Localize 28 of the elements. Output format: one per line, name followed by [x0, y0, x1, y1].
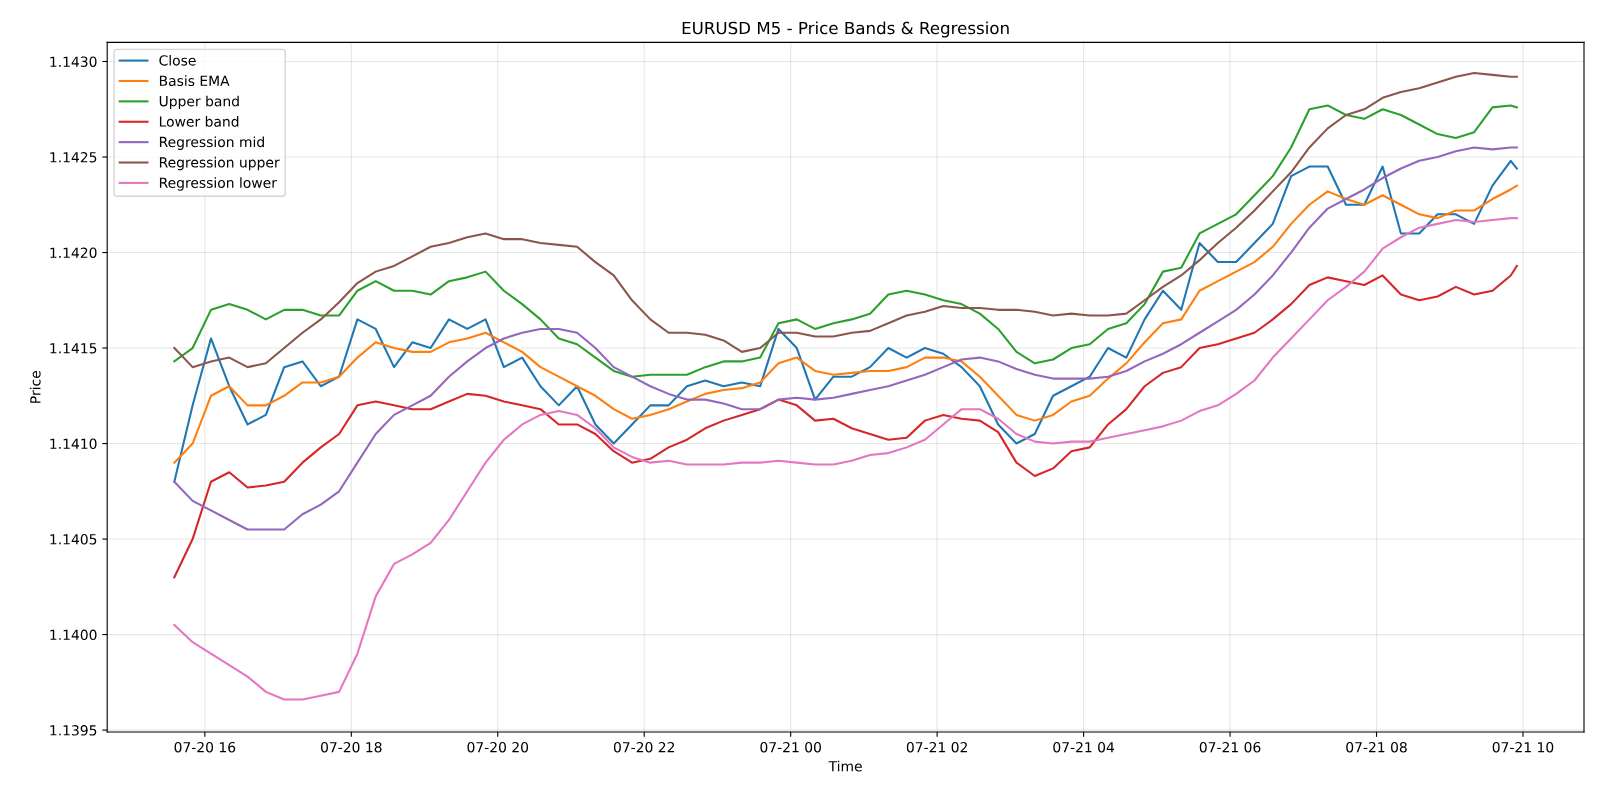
- legend-label: Close: [159, 54, 196, 66]
- x-tick-label: 07-20 18: [320, 741, 382, 753]
- y-tick-label: 1.1410: [50, 438, 97, 450]
- x-tick-label: 07-21 04: [1053, 741, 1115, 753]
- y-tick-label: 1.1400: [50, 629, 97, 641]
- legend-label: Upper band: [159, 95, 239, 110]
- y-axis-title: Price: [29, 371, 41, 403]
- x-tick-label: 07-20 20: [467, 741, 529, 753]
- x-tick-label: 07-20 16: [174, 741, 236, 753]
- y-tick-label: 1.1430: [50, 56, 97, 67]
- y-tick-label: 1.1405: [50, 534, 97, 545]
- y-tick-label: 1.1420: [50, 247, 97, 258]
- x-axis-title: Time: [828, 760, 862, 772]
- x-tick-label: 07-21 00: [760, 741, 821, 753]
- legend-label: Lower band: [159, 116, 239, 127]
- x-tick-label: 07-21 08: [1346, 741, 1407, 753]
- y-tick-label: 1.1425: [50, 151, 97, 163]
- y-tick-label: 1.1395: [50, 725, 97, 736]
- y-tick-label: 1.1415: [50, 343, 97, 354]
- x-tick-label: 07-21 02: [906, 741, 967, 753]
- legend-label: Regression mid: [159, 136, 264, 150]
- x-tick-label: 07-21 10: [1492, 741, 1554, 753]
- x-tick-label: 07-21 06: [1199, 741, 1261, 753]
- legend-label: Basis EMA: [159, 75, 230, 87]
- legend-label: Regression lower: [159, 177, 277, 191]
- chart-title: EURUSD M5 - Price Bands & Regression: [682, 21, 1009, 38]
- legend-label: Regression upper: [159, 156, 280, 171]
- x-tick-label: 07-20 22: [613, 741, 675, 753]
